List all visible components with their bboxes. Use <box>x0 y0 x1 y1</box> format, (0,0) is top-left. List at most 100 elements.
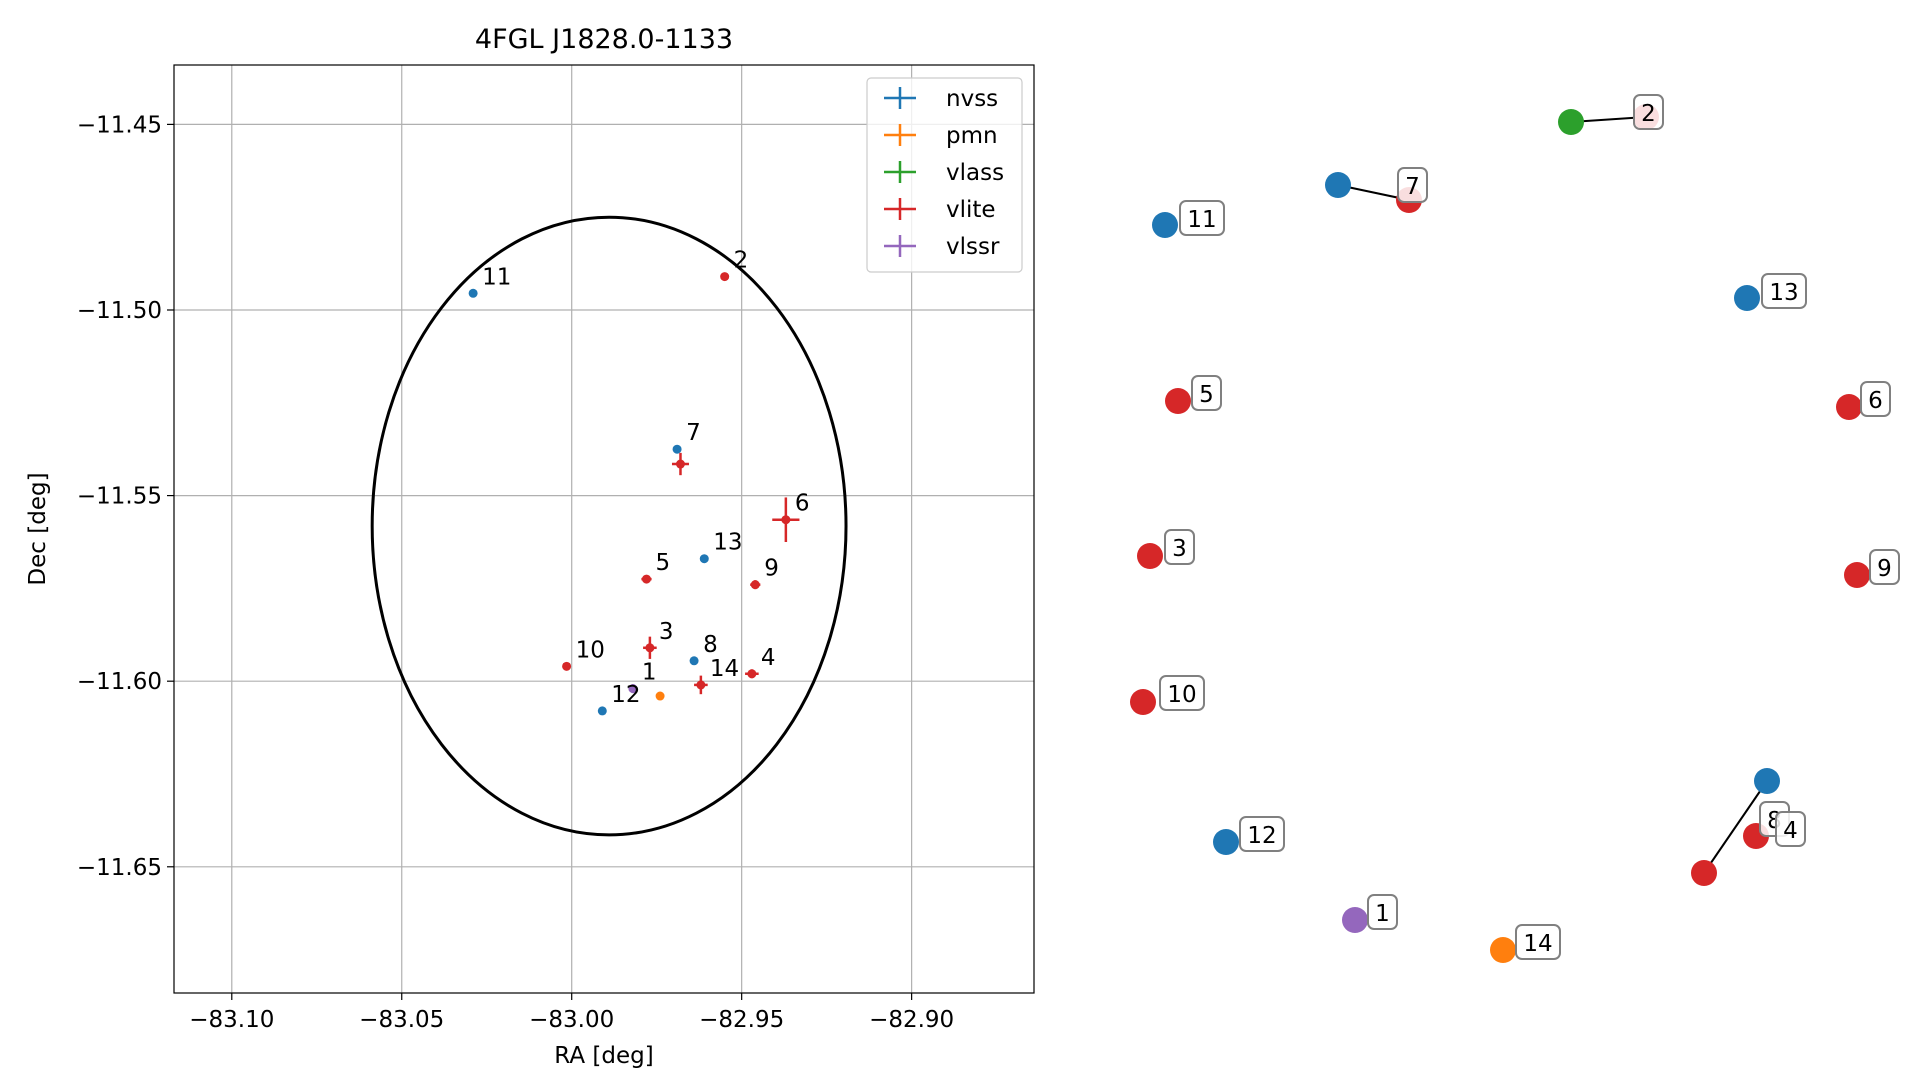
legend-label: vlite <box>946 197 996 223</box>
x-tick-label: −83.10 <box>189 1007 274 1033</box>
point-label-4: 4 <box>761 645 776 671</box>
y-tick-label: −11.55 <box>77 484 162 510</box>
point-marker <box>689 656 699 666</box>
graph-label-text: 2 <box>1641 101 1656 127</box>
graph-node-11 <box>1152 212 1178 238</box>
graph-label-box <box>1239 816 1285 852</box>
point-marker <box>468 288 478 298</box>
graph-label-text: 14 <box>1523 931 1552 957</box>
graph-label-box <box>1164 529 1195 565</box>
graph-label-11: 11 <box>1179 200 1225 236</box>
point-label-14: 14 <box>710 656 739 682</box>
point-marker <box>675 459 685 469</box>
y-tick-label: −11.50 <box>77 298 162 324</box>
graph-label-box <box>1775 811 1806 847</box>
data-point-vlite-2 <box>720 272 730 282</box>
legend-frame <box>866 77 1023 273</box>
graph-label-text: 9 <box>1877 556 1892 582</box>
graph-label-box <box>1515 924 1561 960</box>
graph-node-12 <box>1213 829 1239 855</box>
point-marker <box>720 272 730 282</box>
graph-label-2: 2 <box>1633 94 1664 130</box>
graph-node-8 <box>1691 860 1717 886</box>
graph-label-box <box>1869 549 1900 585</box>
graph-label-box <box>1191 375 1222 411</box>
graph-label-13: 13 <box>1761 273 1807 309</box>
point-marker <box>672 444 682 454</box>
graph-node-9 <box>1844 562 1870 588</box>
graph-label-6: 6 <box>1860 381 1891 417</box>
graph-label-box <box>1860 381 1891 417</box>
graph-label-10: 10 <box>1159 675 1205 711</box>
tick-layer: −83.10 −83.05 −83.00 −82.95 −82.90 −11.45 −11.… <box>77 112 954 1033</box>
graph-label-box <box>1397 167 1428 203</box>
graph-label-box <box>1761 273 1807 309</box>
graph-label-text: 1 <box>1375 901 1390 927</box>
graph-label-text: 13 <box>1769 280 1798 306</box>
x-tick-label: −82.95 <box>699 1007 784 1033</box>
x-tick-label: −83.00 <box>529 1007 614 1033</box>
point-marker <box>750 580 760 590</box>
legend-label: pmn <box>946 123 998 149</box>
point-marker <box>562 661 572 671</box>
graph-node-6 <box>1836 394 1862 420</box>
point-label-9: 9 <box>764 556 779 582</box>
graph-label-text: 12 <box>1247 823 1276 849</box>
point-label-13: 13 <box>713 530 742 556</box>
graph-node-1 <box>1342 907 1368 933</box>
legend: nvss pmn vlass vlite vlssr <box>866 77 1023 273</box>
point-label-1: 1 <box>642 660 657 686</box>
data-point-vlite-5 <box>641 574 652 584</box>
x-axis-label: RA [deg] <box>554 1043 653 1069</box>
point-label-11: 11 <box>482 264 511 290</box>
data-point-vlite-14 <box>694 675 708 695</box>
graph-label-text: 5 <box>1199 382 1214 408</box>
legend-label: vlssr <box>946 234 1000 260</box>
graph-label-5: 5 <box>1191 375 1222 411</box>
graph-label-text: 4 <box>1783 818 1798 844</box>
graph-node-8b <box>1754 768 1780 794</box>
graph-label-box <box>1367 894 1398 930</box>
legend-item-vlass: vlass <box>884 160 1004 186</box>
graph-label-text: 7 <box>1405 174 1420 200</box>
legend-label: nvss <box>946 86 998 112</box>
error-ellipse <box>370 215 848 837</box>
y-axis-label: Dec [deg] <box>25 472 51 585</box>
data-point-vlite-10 <box>562 661 572 671</box>
graph-label-12: 12 <box>1239 816 1285 852</box>
graph-edge <box>1703 780 1768 874</box>
graph-label-text: 10 <box>1167 682 1196 708</box>
point-label-3: 3 <box>659 619 674 645</box>
y-tick-label: −11.65 <box>77 855 162 881</box>
y-tick-label: −11.60 <box>77 669 162 695</box>
point-label-12: 12 <box>611 682 640 708</box>
legend-item-pmn: pmn <box>884 123 998 149</box>
point-marker <box>628 684 638 694</box>
point-marker <box>699 554 709 564</box>
data-point-nvss-8 <box>689 656 699 666</box>
graph-label-14: 14 <box>1515 924 1561 960</box>
legend-item-vlssr: vlssr <box>884 234 1000 260</box>
graph-label-text: 6 <box>1868 388 1883 414</box>
graph-label-text: 3 <box>1172 536 1187 562</box>
legend-label: vlass <box>946 160 1004 186</box>
graph-label-3: 3 <box>1164 529 1195 565</box>
point-marker <box>747 669 757 679</box>
data-point-vlite-4 <box>745 669 759 679</box>
point-marker <box>781 515 791 525</box>
x-tick-label: −82.90 <box>869 1007 954 1033</box>
point-label-10: 10 <box>576 637 605 663</box>
point-labels-layer: 11 2 7 6 13 5 9 10 3 8 4 1 14 12 <box>482 248 809 708</box>
data-point-vlite-3 <box>643 636 657 659</box>
point-label-8: 8 <box>703 632 718 658</box>
data-point-vlssr-1 <box>628 684 638 694</box>
legend-item-vlite: vlite <box>884 197 996 223</box>
points-layer <box>468 272 800 716</box>
data-point-vlite-6 <box>772 497 800 542</box>
graph-node-7b <box>1325 172 1351 198</box>
legend-item-nvss: nvss <box>884 86 998 112</box>
graph-node-2g <box>1558 109 1584 135</box>
